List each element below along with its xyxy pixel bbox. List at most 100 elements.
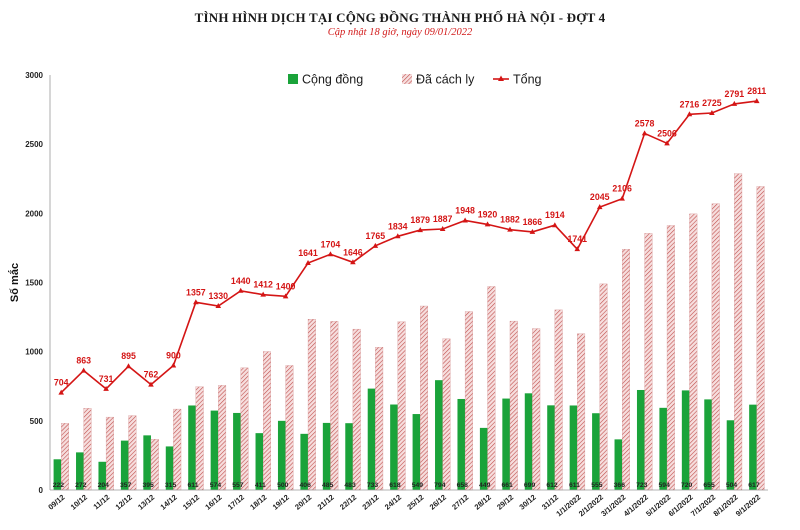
bar-da-cach-ly [689,213,698,491]
data-label-tong: 1887 [433,214,453,224]
chart-title: TÌNH HÌNH DỊCH TẠI CỘNG ĐỒNG THÀNH PHỐ H… [194,10,606,25]
y-tick-label: 0 [39,486,44,495]
data-label-tong: 1400 [276,281,296,291]
point-tong [215,303,222,309]
x-tick-label: 30/12 [518,493,538,512]
bar-cong-dong [479,427,488,490]
point-tong [552,222,558,228]
bar-da-cach-ly [218,385,227,491]
bar-cong-dong [547,405,555,490]
bar-da-cach-ly [61,423,69,491]
point-tong [58,389,65,395]
point-tong [237,287,244,293]
data-label-tong: 1914 [545,210,565,220]
bar-cong-dong [300,433,309,490]
bar-da-cach-ly [509,320,518,491]
y-tick-label: 3000 [25,71,43,80]
data-label-cong-dong: 395 [142,482,154,489]
point-tong [709,110,715,116]
bar-da-cach-ly [240,367,249,491]
data-label-tong: 1330 [208,291,228,301]
bar-da-cach-ly [307,319,316,491]
point-tong [103,385,109,391]
point-tong [641,130,648,136]
point-tong [529,228,536,234]
x-tick-label: 10/12 [69,493,89,512]
bar-cong-dong [143,435,151,490]
data-label-tong: 762 [144,370,159,380]
data-label-cong-dong: 618 [389,482,401,489]
bar-da-cach-ly [330,321,339,491]
data-label-tong: 2106 [612,184,632,194]
bar-da-cach-ly [599,283,608,491]
bar-cong-dong [277,420,286,490]
bar-cong-dong [165,446,174,490]
point-tong [170,362,177,368]
data-label-cong-dong: 504 [726,482,738,489]
bar-cong-dong [98,461,107,490]
point-tong [350,259,356,265]
x-tick-label: 17/12 [226,493,246,512]
data-label-tong: 2506 [657,128,677,138]
legend-label: Đã cách ly [416,73,475,87]
y-tick-label: 500 [30,417,44,426]
data-label-cong-dong: 222 [53,482,65,489]
data-label-cong-dong: 794 [434,482,446,489]
bar-da-cach-ly [285,365,294,491]
data-label-cong-dong: 315 [165,482,177,489]
data-label-cong-dong: 272 [75,482,87,489]
data-label-tong: 1357 [186,287,206,297]
bar-cong-dong [457,398,466,490]
point-tong [417,227,424,233]
bar-cong-dong [322,422,331,490]
data-label-tong: 1882 [500,215,520,225]
y-axis-label: Số mắc [8,263,21,302]
x-tick-label: 27/12 [450,493,470,512]
x-tick-label: 21/12 [316,493,336,512]
data-label-cong-dong: 594 [659,482,671,489]
bar-cong-dong [569,405,578,490]
bar-cong-dong [614,439,623,490]
bar-cong-dong [255,433,264,490]
data-label-cong-dong: 617 [748,482,760,489]
bar-da-cach-ly [666,225,675,491]
bar-da-cach-ly [375,347,384,491]
x-tick-label: 9/1/2022 [734,493,762,519]
data-label-tong: 895 [121,351,136,361]
x-tick-label: 24/12 [383,493,403,512]
data-label-tong: 1765 [366,231,386,241]
data-label-tong: 2578 [635,118,655,128]
data-label-cong-dong: 411 [255,482,266,489]
data-label-cong-dong: 658 [457,482,469,489]
y-tick-label: 1500 [25,279,43,288]
point-tong [619,195,625,201]
point-tong [125,363,132,369]
bar-da-cach-ly [195,386,204,491]
point-tong [439,225,446,231]
data-label-cong-dong: 733 [367,482,379,489]
bar-cong-dong [435,380,443,490]
data-label-cong-dong: 485 [322,482,334,489]
bar-cong-dong [390,404,398,490]
bar-da-cach-ly [105,416,114,491]
x-tick-label: 20/12 [293,493,313,512]
bar-cong-dong [524,393,533,490]
x-tick-label: 11/12 [92,493,112,512]
x-tick-label: 26/12 [428,493,448,512]
bar-da-cach-ly [711,203,720,491]
bar-cong-dong [412,414,421,490]
point-tong [484,221,491,227]
point-tong [305,259,311,265]
x-tick-label: 22/12 [338,493,358,512]
bar-cong-dong [636,389,645,490]
y-tick-label: 2000 [25,209,43,218]
bar-da-cach-ly [128,415,137,491]
bar-da-cach-ly [487,286,496,491]
point-tong [596,204,603,210]
bar-da-cach-ly [397,321,406,491]
data-label-cong-dong: 366 [614,482,626,489]
bar-da-cach-ly [263,351,271,491]
data-label-cong-dong: 723 [636,482,648,489]
data-label-tong: 2725 [702,98,722,108]
point-tong [372,242,379,248]
